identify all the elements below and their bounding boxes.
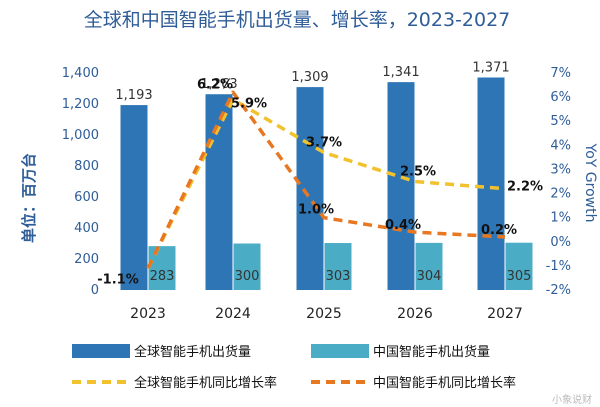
global-growth-label: 5.9%	[231, 97, 267, 112]
chart-title: 全球和中国智能手机出货量、增长率，2023-2027	[84, 9, 511, 31]
right-axis-ticks: -2% -1% 0% 1% 2% 3% 4% 5% 6% 7%	[546, 66, 571, 298]
watermark: 小象说财	[552, 393, 592, 406]
y-tick-label: 1,200	[62, 97, 99, 112]
bar-labels: 1,193 283 1,263 300 1,309 303 1,341 304 1,371 305	[115, 60, 531, 284]
x-tick-label: 2024	[215, 306, 251, 322]
y-tick-label: 1,000	[62, 128, 99, 143]
global-shipment-bar	[205, 94, 233, 290]
legend-swatch-global-bar	[72, 344, 130, 358]
global-shipment-label: 1,341	[382, 65, 419, 80]
y2-tick-label: 1%	[550, 211, 571, 226]
china-shipment-label: 305	[507, 269, 532, 284]
x-tick-label: 2023	[130, 306, 166, 322]
global-growth-label: 2.5%	[400, 165, 436, 180]
bars	[120, 77, 533, 291]
legend: 全球智能手机出货量 中国智能手机出货量 全球智能手机同比增长率 中国智能手机同比…	[72, 344, 516, 391]
growth-labels: -1.1% 6.2% 5.9% 1.0% 3.7% 0.4% 2.5% 0.2% 2.2%	[97, 77, 543, 287]
global-shipment-label: 1,371	[472, 60, 509, 75]
china-shipment-label: 304	[417, 269, 442, 284]
y2-tick-label: 4%	[550, 138, 571, 153]
global-shipment-label: 1,309	[291, 70, 328, 85]
global-growth-line	[146, 97, 506, 270]
y2-tick-label: -1%	[546, 259, 571, 274]
global-shipment-label: 1,193	[115, 88, 152, 103]
x-tick-label: 2027	[487, 306, 523, 322]
legend-swatch-china-bar	[311, 344, 369, 358]
y2-tick-label: 5%	[550, 114, 571, 129]
china-growth-label: 6.2%	[197, 77, 233, 92]
global-shipment-label: 1,263	[200, 77, 237, 92]
y-tick-label: 600	[74, 190, 99, 205]
legend-label-global-line: 全球智能手机同比增长率	[134, 375, 277, 391]
china-shipment-bar	[324, 243, 352, 290]
china-shipment-bar	[233, 243, 261, 290]
y2-tick-label: 6%	[550, 90, 571, 105]
y-tick-label: 0	[91, 283, 99, 298]
global-shipment-bar	[387, 82, 415, 291]
y2-tick-label: 2%	[550, 187, 571, 202]
china-growth-label: -1.1%	[97, 272, 138, 287]
china-shipment-bar	[148, 246, 176, 290]
x-axis-ticks: 2023 2024 2025 2026 2027	[130, 306, 523, 322]
x-tick-label: 2025	[306, 306, 342, 322]
china-shipment-bar	[415, 242, 443, 290]
y-tick-label: 1,400	[62, 66, 99, 81]
china-growth-label: 0.2%	[481, 223, 517, 238]
china-shipment-label: 283	[150, 269, 175, 284]
legend-label-global-bar: 全球智能手机出货量	[134, 344, 251, 360]
china-shipment-label: 303	[326, 269, 351, 284]
china-shipment-label: 300	[235, 269, 260, 284]
china-growth-label: 1.0%	[298, 203, 334, 218]
y-axis-title: 单位：百万台	[20, 153, 38, 243]
global-shipment-bar	[120, 105, 148, 291]
x-tick-label: 2026	[397, 306, 433, 322]
china-growth-line	[146, 90, 506, 270]
y2-tick-label: 7%	[550, 66, 571, 81]
legend-label-china-bar: 中国智能手机出货量	[373, 344, 490, 360]
global-growth-label: 3.7%	[306, 136, 342, 151]
y2-axis-title: YoY Growth	[582, 143, 598, 223]
y2-tick-label: 0%	[550, 235, 571, 250]
global-shipment-bar	[296, 87, 324, 290]
left-axis-ticks: 0 200 400 600 800 1,000 1,200 1,400	[62, 66, 99, 298]
global-growth-label: 2.2%	[507, 180, 543, 195]
y2-tick-label: -2%	[546, 283, 571, 298]
growth-lines	[146, 90, 506, 270]
y-tick-label: 800	[74, 159, 99, 174]
china-shipment-bar	[505, 242, 533, 290]
china-growth-label: 0.4%	[385, 218, 421, 233]
legend-label-china-line: 中国智能手机同比增长率	[373, 375, 516, 391]
y-tick-label: 200	[74, 252, 99, 267]
y-tick-label: 400	[74, 221, 99, 236]
global-shipment-bar	[477, 77, 505, 291]
y2-tick-label: 3%	[550, 162, 571, 177]
